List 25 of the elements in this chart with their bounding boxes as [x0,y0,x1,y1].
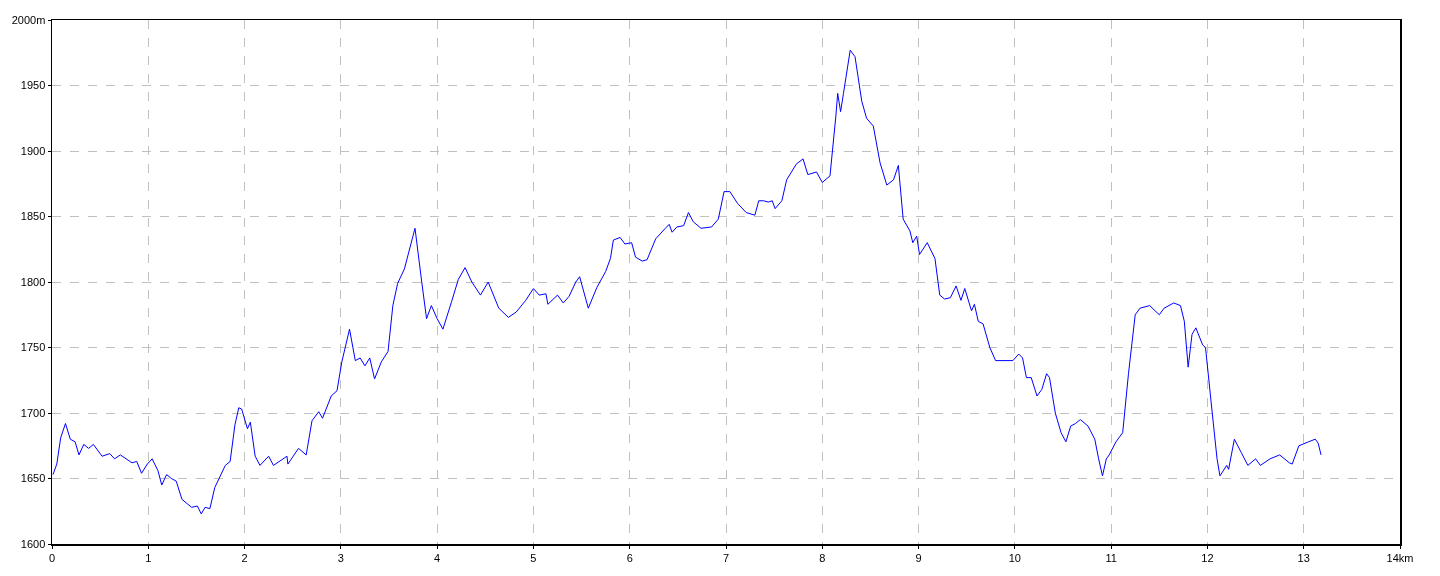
y-tick-label: 1700 [20,406,46,419]
y-tick-label: 1600 [20,537,46,550]
x-tick-label: 3 [337,551,344,564]
x-tick-label: 7 [722,551,730,564]
y-tick-label: 1650 [20,472,46,485]
y-tick-label: 1900 [20,144,46,157]
line-series [52,49,1322,515]
x-tick-label: 8 [819,551,826,564]
x-tick-label: 5 [530,551,537,564]
y-tick-label: 2000m [11,13,46,26]
x-tick-label: 12 [1201,551,1214,564]
x-tick-label: 10 [1008,551,1021,564]
x-tick-label: 13 [1297,551,1310,564]
x-tick-label: 4 [434,551,441,564]
x-tick-label: 2 [241,551,248,564]
y-tick-label: 1850 [20,210,46,223]
y-tick-label: 1750 [20,341,46,354]
y-tick-label: 1950 [20,79,46,92]
y-tick-label: 1800 [20,275,46,288]
x-tick-label: 14km [1386,551,1414,564]
x-tick-label: 11 [1105,551,1117,564]
x-tick-label: 1 [145,551,152,564]
x-tick-label: 9 [915,551,922,564]
x-tick-label: 0 [48,551,56,564]
x-tick-label: 6 [626,551,633,564]
